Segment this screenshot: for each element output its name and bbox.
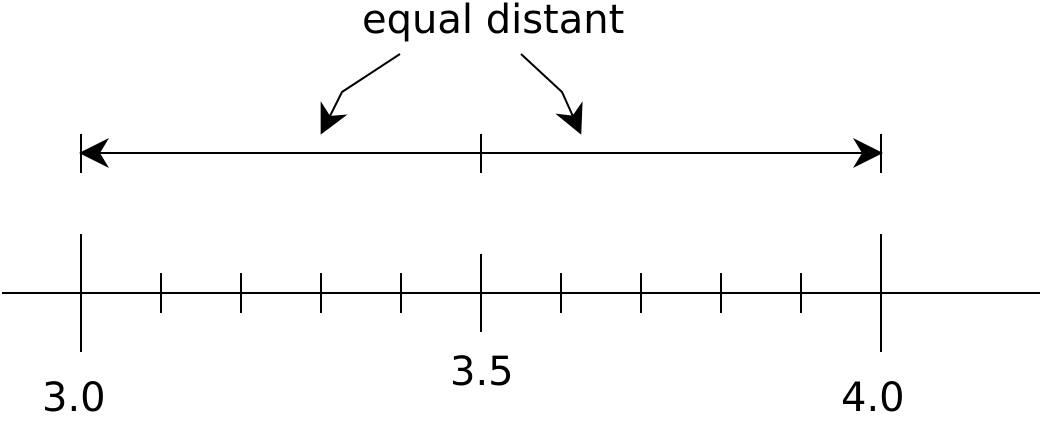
tick-label-3-5: 3.5: [450, 349, 514, 395]
tick-label-3-0: 3.0: [42, 375, 106, 421]
equal-distant-annotation: equal distant: [362, 0, 625, 43]
minor-ticks: [160, 273, 802, 313]
pointer-arrow-right: [520, 53, 583, 135]
tick-label-4-0: 4.0: [841, 375, 905, 421]
pointer-arrow-left: [320, 53, 401, 135]
